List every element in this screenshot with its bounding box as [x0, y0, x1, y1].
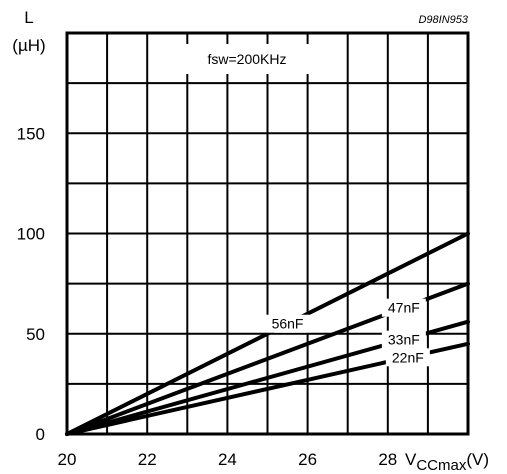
x-tick-labels: 20 22 24 26 28 — [58, 450, 398, 469]
x-tick-label: 24 — [218, 450, 237, 469]
series-label-47nF: 47nF — [388, 300, 420, 316]
series-line-56nF — [65, 231, 470, 436]
series-label-bg — [381, 330, 426, 349]
figure-id: D98IN953 — [418, 14, 468, 26]
series-label-bg — [265, 314, 310, 333]
y-axis-unit: (µH) — [12, 36, 45, 55]
y-tick-label: 0 — [36, 425, 45, 444]
x-axis-label-unit: (V) — [466, 450, 489, 469]
y-axis-symbol: L — [24, 8, 33, 27]
x-tick-label: 20 — [58, 450, 77, 469]
y-tick-labels: 0 50 100 150 — [17, 124, 45, 444]
y-tick-label: 100 — [17, 225, 45, 244]
x-tick-label: 26 — [298, 450, 317, 469]
x-axis-label-sub: CCmax — [416, 457, 467, 474]
series-label-bg — [381, 298, 426, 317]
x-axis-label: VCCmax(V) — [405, 450, 489, 474]
grid — [67, 33, 468, 434]
series-label-56nF: 56nF — [272, 316, 304, 332]
x-tick-label: 28 — [378, 450, 397, 469]
y-tick-label: 150 — [17, 124, 45, 143]
series-label-22nF: 22nF — [392, 349, 424, 365]
series-label-33nF: 33nF — [388, 332, 420, 348]
y-tick-label: 50 — [26, 325, 45, 344]
annotation-fsw: fsw=200KHz — [208, 51, 287, 67]
annotation-box: fsw=200KHz — [185, 44, 309, 74]
x-axis-label-main: V — [405, 450, 417, 469]
series-label-bg — [385, 348, 430, 367]
x-tick-label: 22 — [138, 450, 157, 469]
